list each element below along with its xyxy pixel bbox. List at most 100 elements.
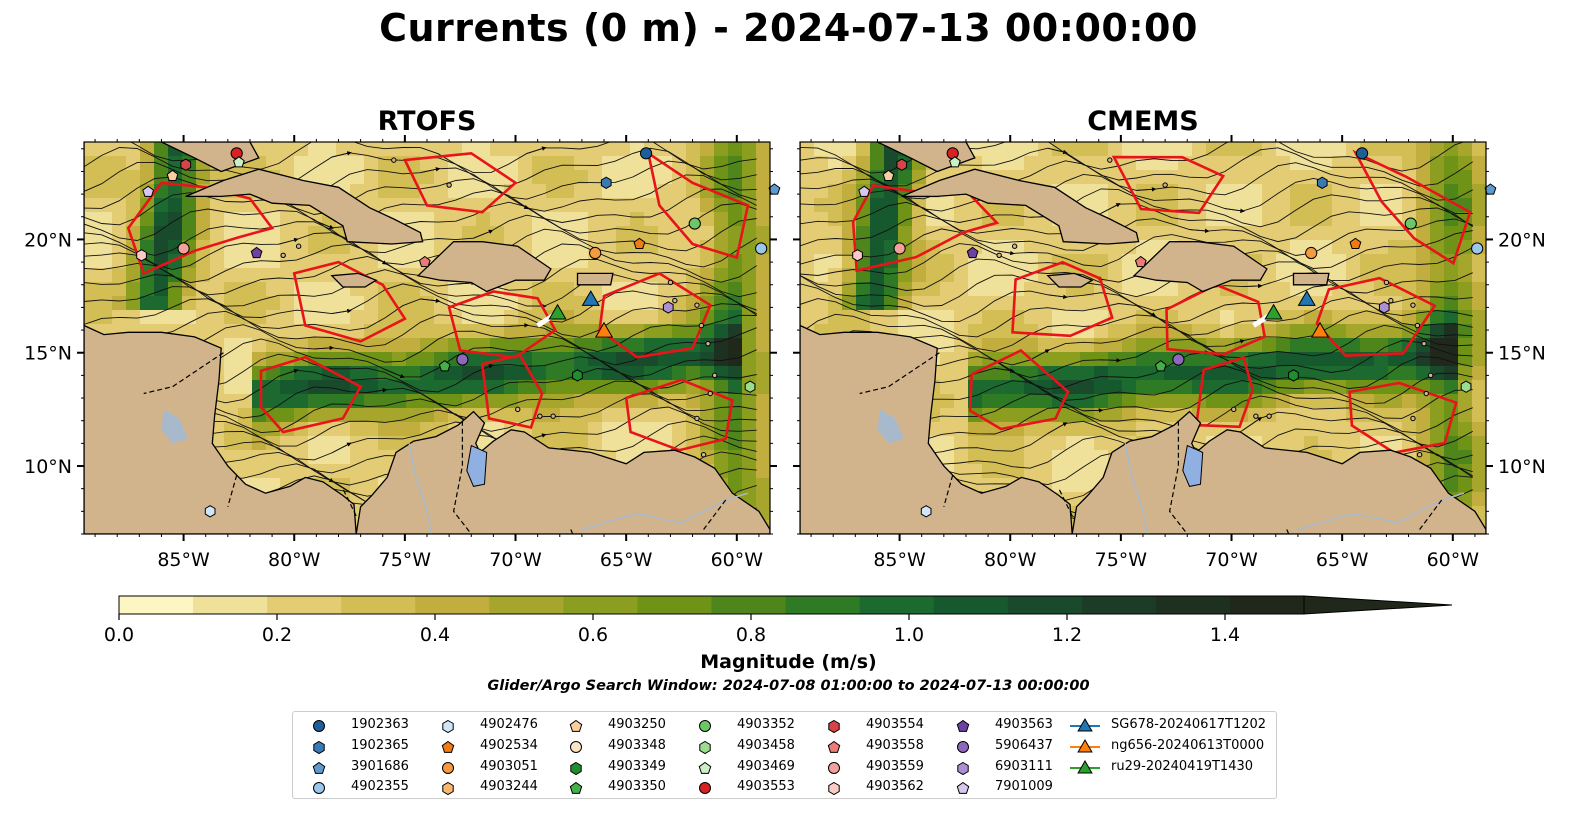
y-tick-label: 20°N [24,229,72,251]
legend-marker-icon [1070,717,1100,732]
legend-marker-icon [442,719,454,734]
legend-label: 1902363 [351,717,409,732]
legend-marker-icon [957,761,969,775]
colorbar-label: Magnitude (m/s) [700,651,877,673]
x-tick-label: 85°W [873,549,926,571]
float-marker-4903553 [946,147,959,160]
figure-title: Currents (0 m) - 2024-07-13 00:00:00 [379,6,1198,50]
legend-label: SG678-20240617T1202 [1111,717,1267,732]
search-window-label: Glider/Argo Search Window: 2024-07-08 01… [487,678,1090,694]
legend-label: 4903051 [480,758,538,774]
float-marker-4903563 [250,246,263,259]
legend-marker-icon [569,782,583,795]
float-marker-4903250 [166,169,179,181]
legend-label: 4903558 [866,737,924,753]
legend-marker-icon [1070,759,1100,774]
float-marker-4903051 [589,246,602,260]
float-marker-4903562 [852,249,863,262]
legend-label: ru29-20240419T1430 [1111,758,1254,774]
float-marker-6903111 [1378,301,1390,314]
glider-marker-ru29-20240419T1430 [1264,303,1283,320]
float-marker-4903352 [688,217,701,230]
float-marker-4903051 [1305,246,1318,260]
float-marker-5906437 [1172,353,1185,366]
legend-label: 3901686 [351,758,409,774]
float-marker-4902355 [1471,242,1484,255]
glider-marker-SG678-20240617T1202 [581,290,600,306]
legend-marker-icon [957,740,969,753]
map-panel-rtofs[interactable]: 85°W 80°W 75°W 70°W 65°W 60°W 20°N 15°N 10°N [24,133,781,571]
panel-title-rtofs: RTOFS [377,106,477,137]
legend-marker-icon [699,782,711,795]
map-panel-cmems[interactable]: 85°W 80°W 75°W 70°W 65°W 60°W 20°N 15°N 10°N [793,134,1546,571]
colorbar-tick-label: 1.0 [894,624,924,646]
glider-marker-SG678-20240617T1202 [1297,290,1316,306]
legend-marker-icon [570,740,582,753]
x-tick-label: 85°W [157,549,210,571]
legend-label: 4903469 [737,758,795,774]
legend-label: 4903250 [608,717,666,732]
float-marker-4902534 [1349,237,1362,249]
legend-label: 4903458 [737,737,795,753]
x-tick-label: 80°W [984,549,1037,571]
x-tick-label: 65°W [600,549,653,571]
float-marker-4903558 [1134,255,1147,268]
legend-label: 4903350 [608,779,666,795]
legend-label: 4903244 [480,779,538,795]
colorbar-tick-label: 1.4 [1210,624,1240,646]
legend-label: 4902355 [351,779,409,795]
float-marker-4903559 [893,242,906,255]
x-tick-label: 65°W [1316,549,1369,571]
legend-label: 4903554 [866,717,924,732]
legend-label: 4902534 [480,737,538,753]
float-marker-4903350 [438,360,451,372]
legend-marker-icon [569,719,583,732]
x-tick-label: 60°W [711,549,764,571]
legend-marker-icon [570,761,582,775]
legend-marker-icon [312,761,326,774]
float-marker-4903349 [1288,369,1299,382]
legend-marker-icon [313,720,325,732]
legend-label: 4903553 [737,779,795,795]
float-marker-4903558 [418,255,431,268]
legend-label: 4903559 [866,758,924,774]
panel-title-cmems: CMEMS [1087,106,1199,137]
x-tick-label: 70°W [1205,549,1258,571]
legend-marker-icon [698,761,712,774]
x-tick-label: 80°W [268,549,321,571]
float-marker-1902365 [600,176,612,189]
float-marker-1902365 [1316,176,1328,189]
y-tick-label: 10°N [24,456,72,478]
y-tick-label: 20°N [1498,229,1546,251]
legend-label: 7901009 [995,779,1053,795]
x-tick-label: 75°W [1095,549,1148,571]
legend-marker-icon [956,719,970,732]
float-marker-1902363 [1355,147,1369,160]
float-marker-4903350 [1154,360,1167,372]
colorbar-tick-label: 0.2 [262,624,292,646]
y-tick-label: 15°N [24,343,72,365]
x-tick-label: 70°W [489,549,542,571]
colorbar-tick-label: 0.6 [578,624,608,646]
legend-label: 1902365 [351,737,409,753]
float-marker-4903562 [136,249,147,262]
legend-marker-icon [313,782,325,795]
legend-marker-icon [441,740,455,753]
legend-label: 4902476 [480,717,538,732]
legend-marker-icon [313,740,325,754]
glider-marker-ng656-20240613T0000 [1310,321,1330,338]
float-marker-6903111 [662,301,674,314]
float-marker-4903458 [744,380,756,393]
colorbar-tick-label: 0.4 [420,624,450,646]
legend-label: 4903563 [995,717,1053,732]
float-marker-4903563 [966,246,979,259]
glider-marker-ru29-20240419T1430 [548,303,567,320]
legend-marker-icon [442,761,454,774]
float-marker-4903349 [572,369,583,382]
legend-marker-icon [828,782,840,796]
legend-marker-icon [828,719,840,734]
legend: 1902363 1902365 3901686 4902355 4902476 49025… [292,711,1277,799]
float-marker-5906437 [456,353,469,366]
float-marker-4903469 [233,156,245,168]
float-marker-4903469 [949,156,961,168]
